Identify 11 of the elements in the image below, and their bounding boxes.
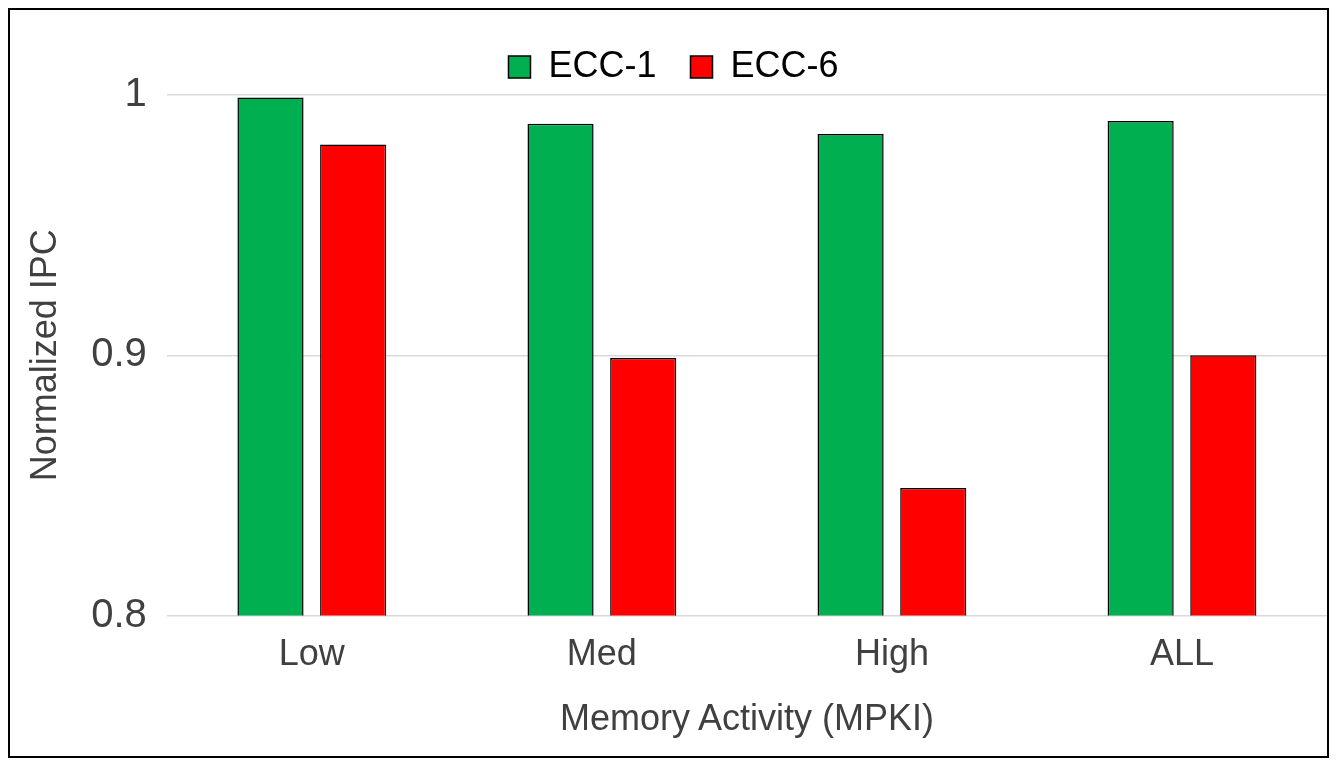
y-tick-label: 0.9: [91, 330, 147, 375]
legend-label: ECC-6: [730, 43, 839, 85]
y-tick-label: 1: [124, 70, 147, 115]
x-tick-label: Low: [278, 632, 346, 674]
x-tick-label: ALL: [1149, 632, 1215, 674]
legend-label: ECC-1: [548, 43, 657, 85]
x-tick-label: Med: [566, 632, 637, 674]
x-tick-label: High: [854, 632, 929, 674]
y-tick-label: 0.8: [91, 590, 147, 635]
y-axis-title: Normalized IPC: [22, 229, 64, 482]
x-axis-title: Memory Activity (MPKI): [559, 697, 934, 739]
